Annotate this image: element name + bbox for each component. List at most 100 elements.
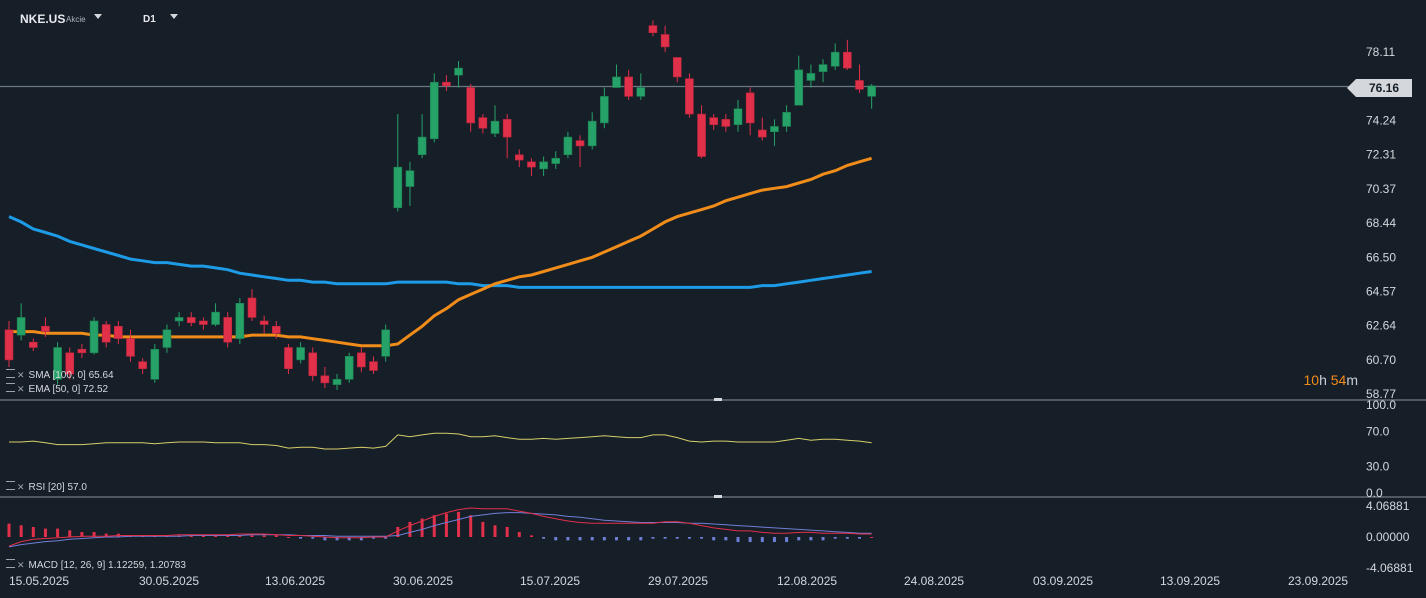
candle-body [575, 140, 585, 147]
current-price-tag: 76.16 [1347, 79, 1412, 97]
candle-body [150, 348, 160, 380]
candle-body [502, 119, 512, 138]
ema-legend: ✕ EMA [50, 0] 72.52 [6, 383, 108, 395]
date-axis-tick: 13.09.2025 [1160, 574, 1220, 588]
date-axis-tick: 12.08.2025 [777, 574, 837, 588]
macd-histogram-bar [809, 537, 813, 541]
candle-body [417, 136, 427, 156]
rsi-value: 57.0 [67, 482, 87, 493]
macd-histogram-bar [214, 535, 218, 537]
macd-signal-line [8, 512, 872, 548]
macd-histogram-bar [80, 531, 84, 537]
candle-body [4, 329, 14, 361]
candle-body [284, 347, 293, 370]
ema-label: EMA [28, 384, 50, 395]
symbol-label[interactable]: NKE.US [20, 12, 66, 26]
candle-body [527, 161, 536, 168]
date-axis-tick: 23.09.2025 [1288, 574, 1348, 588]
macd-histogram-bar [712, 537, 716, 541]
macd-histogram-bar [578, 537, 582, 541]
menu-icon[interactable] [6, 369, 15, 378]
macd-histogram-bar [335, 537, 339, 541]
menu-icon[interactable] [6, 481, 15, 490]
timeframe-selector[interactable]: D1 [143, 14, 156, 25]
macd-legend: ✕ MACD [12, 26, 9] 1.12259, 1.20783 [6, 559, 186, 571]
pane-resize-handle[interactable] [714, 398, 722, 401]
macd-histogram-bar [481, 521, 485, 537]
macd-histogram-bar [651, 537, 655, 539]
close-icon[interactable]: ✕ [17, 482, 25, 492]
macd-value-2: 1.20783 [149, 560, 186, 571]
macd-axis-tick: 4.06881 [1366, 499, 1410, 513]
macd-histogram-bar [274, 535, 278, 537]
macd-histogram-bar [554, 537, 558, 541]
rsi-legend: ✕ RSI [20] 57.0 [6, 481, 87, 493]
candle-body [843, 51, 852, 69]
macd-histogram-bar [870, 537, 874, 538]
candle-body [830, 51, 840, 67]
candle-body [806, 73, 816, 81]
macd-histogram-bar [189, 535, 193, 537]
price-axis-tick: 70.37 [1366, 182, 1396, 196]
macd-histogram-bar [821, 537, 825, 541]
close-icon[interactable]: ✕ [17, 384, 25, 394]
close-icon[interactable]: ✕ [17, 370, 25, 380]
candle-body [199, 320, 208, 325]
candle-body [381, 329, 390, 357]
candle-body [442, 81, 451, 87]
timeframe-chevron-down-icon[interactable] [170, 14, 178, 19]
price-axis-tick: 74.24 [1366, 113, 1396, 127]
candle-body [162, 329, 172, 348]
candle-body [138, 361, 147, 370]
rsi-params: [20] [48, 482, 65, 493]
chart-toolbar: NKE.US Akcie D1 [0, 0, 1426, 36]
date-axis-tick: 03.09.2025 [1033, 574, 1093, 588]
candle-body [612, 76, 621, 88]
close-icon[interactable]: ✕ [17, 560, 25, 570]
symbol-dropdown-chevron-down-icon[interactable] [94, 14, 102, 19]
macd-histogram-bar [724, 537, 728, 541]
candle-body [563, 136, 573, 156]
date-axis-tick: 13.06.2025 [265, 574, 325, 588]
menu-icon[interactable] [6, 559, 15, 568]
sma-value: 65.64 [88, 370, 114, 381]
macd-label: MACD [28, 560, 58, 571]
candle-body [296, 347, 305, 361]
rsi-axis-tick: 100.0 [1366, 398, 1396, 412]
macd-histogram-bar [347, 537, 351, 541]
candle-body [332, 379, 342, 385]
macd-histogram-bar [615, 537, 618, 541]
pane-resize-handle[interactable] [714, 495, 722, 498]
candle-body [648, 25, 658, 34]
macd-params: [12, 26, 9] [60, 560, 106, 571]
macd-histogram-bar [43, 528, 47, 537]
macd-histogram-bar [505, 526, 509, 537]
macd-histogram-bar [262, 535, 266, 537]
macd-histogram-bar [772, 537, 776, 543]
candle-body [65, 352, 75, 375]
candle-body [454, 67, 463, 76]
countdown-minutes: 54 [1330, 372, 1347, 388]
candle-body [41, 325, 50, 332]
date-axis-tick: 24.08.2025 [904, 574, 964, 588]
candle-body [709, 117, 719, 125]
price-axis-tick: 58.77 [1366, 387, 1396, 401]
sma-legend: ✕ SMA [100, 0] 65.64 [6, 369, 114, 381]
macd-histogram-bar [7, 523, 11, 537]
candle-body [818, 64, 828, 72]
macd-histogram-bar [529, 535, 533, 537]
candle-body [733, 108, 743, 125]
macd-histogram-bar [444, 513, 448, 537]
price-axis-tick: 72.31 [1366, 148, 1396, 162]
price-axis-tick: 64.57 [1366, 284, 1396, 298]
macd-histogram-bar [384, 537, 388, 539]
candle-body [855, 80, 864, 90]
candle-body [247, 297, 257, 318]
macd-axis-tick: 0.00000 [1366, 530, 1410, 544]
macd-histogram-bar [408, 521, 412, 537]
menu-icon[interactable] [6, 383, 15, 392]
candle-body [794, 69, 804, 106]
macd-histogram-bar [19, 525, 23, 537]
rsi-axis-tick: 30.0 [1366, 460, 1390, 474]
